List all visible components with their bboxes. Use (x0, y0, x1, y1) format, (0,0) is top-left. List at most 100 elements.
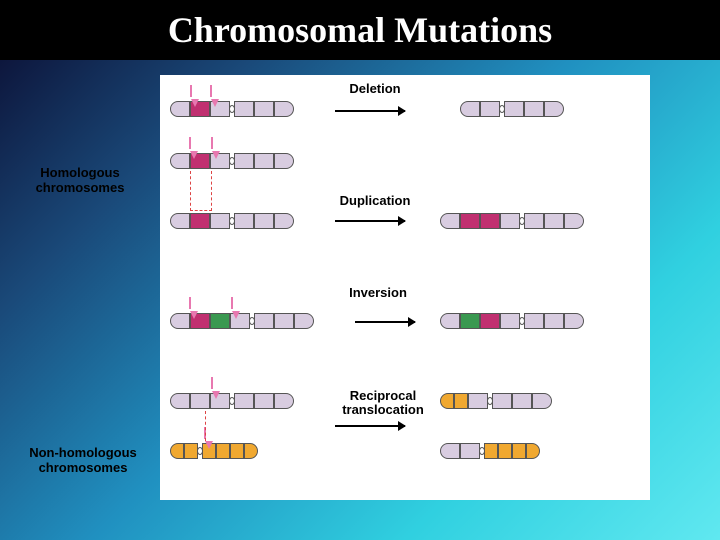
chromosome-segment (170, 393, 190, 409)
chromosome-segment (544, 101, 564, 117)
chromosome-segment (254, 101, 274, 117)
break-arrow-stem (189, 137, 191, 149)
diagram-panel: Deletion Duplication Inversion Reciproca… (160, 75, 650, 500)
chromosome-segment (564, 213, 584, 229)
break-arrow-icon (190, 151, 198, 159)
duplication-label: Duplication (330, 191, 420, 210)
chromosome-segment (500, 313, 520, 329)
chromosome-segment (564, 313, 584, 329)
chromosome-segment (210, 313, 230, 329)
centromere (229, 157, 235, 165)
break-arrow-stem (190, 85, 192, 97)
centromere (229, 105, 235, 113)
chromosome-segment (468, 393, 488, 409)
result-arrow-icon (335, 110, 405, 112)
break-arrow-icon (232, 311, 240, 319)
break-arrow-icon (190, 311, 198, 319)
chromosome-segment (500, 213, 520, 229)
chromosome-segment (484, 443, 498, 459)
chromosome-segment (512, 393, 532, 409)
chromosome-segment (294, 313, 314, 329)
break-arrow-icon (191, 99, 199, 107)
chromosome (460, 101, 564, 117)
chromosome-segment (170, 443, 184, 459)
chromosome (440, 313, 584, 329)
chromosome-segment (244, 443, 258, 459)
centromere (499, 105, 505, 113)
chromosome-segment (234, 393, 254, 409)
chromosome-segment (460, 313, 480, 329)
chromosome (440, 393, 552, 409)
chromosome-segment (170, 213, 190, 229)
chromosome-segment (234, 153, 254, 169)
chromosome-segment (254, 153, 274, 169)
centromere (487, 397, 493, 405)
chromosome-segment (274, 393, 294, 409)
chromosome-segment (170, 153, 190, 169)
break-arrow-stem (210, 85, 212, 97)
chromosome-segment (254, 313, 274, 329)
inversion-label: Inversion (338, 283, 418, 302)
chromosome (170, 443, 258, 459)
chromosome-segment (492, 393, 512, 409)
translocation-dash (205, 411, 206, 441)
chromosome-segment (460, 101, 480, 117)
centromere (229, 397, 235, 405)
break-arrow-stem (231, 297, 233, 309)
chromosome-segment (460, 213, 480, 229)
chromosome-segment (498, 443, 512, 459)
chromosome-segment (274, 101, 294, 117)
deletion-label: Deletion (335, 79, 415, 98)
chromosome-segment (524, 313, 544, 329)
centromere (249, 317, 255, 325)
chromosome-segment (440, 313, 460, 329)
chromosome-segment (460, 443, 480, 459)
break-arrow-icon (205, 441, 213, 449)
translocation-label: Reciprocal translocation (328, 387, 438, 420)
centromere (229, 217, 235, 225)
chromosome-segment (254, 393, 274, 409)
chromosome-segment (524, 213, 544, 229)
chromosome-segment (480, 101, 500, 117)
page-title: Chromosomal Mutations (0, 0, 720, 60)
break-arrow-stem (211, 137, 213, 149)
chromosome (170, 393, 294, 409)
chromosome-segment (504, 101, 524, 117)
chromosome-segment (184, 443, 198, 459)
chromosome-segment (480, 213, 500, 229)
break-arrow-stem (211, 377, 213, 389)
break-arrow-icon (212, 391, 220, 399)
chromosome-segment (440, 443, 460, 459)
chromosome-segment (480, 313, 500, 329)
chromosome-segment (440, 393, 454, 409)
centromere (519, 317, 525, 325)
chromosome-segment (170, 313, 190, 329)
chromosome-segment (274, 153, 294, 169)
break-arrow-icon (212, 151, 220, 159)
chromosome-segment (234, 213, 254, 229)
chromosome-segment (274, 313, 294, 329)
chromosome-segment (234, 101, 254, 117)
chromosome-segment (544, 213, 564, 229)
centromere (197, 447, 203, 455)
chromosome-segment (512, 443, 526, 459)
chromosome (170, 153, 294, 169)
chromosome-segment (216, 443, 230, 459)
chromosome-segment (190, 393, 210, 409)
chromosome (170, 213, 294, 229)
chromosome-segment (454, 393, 468, 409)
chromosome (440, 443, 540, 459)
homologous-label: Homologous chromosomes (20, 165, 140, 195)
chromosome-segment (254, 213, 274, 229)
centromere (519, 217, 525, 225)
transfer-bracket (190, 171, 212, 211)
chromosome (440, 213, 584, 229)
chromosome-segment (210, 213, 230, 229)
chromosome-segment (170, 101, 190, 117)
centromere (479, 447, 485, 455)
chromosome-segment (526, 443, 540, 459)
chromosome-segment (440, 213, 460, 229)
result-arrow-icon (335, 425, 405, 427)
chromosome-segment (190, 213, 210, 229)
nonhomologous-label: Non-homologous chromosomes (18, 445, 148, 475)
